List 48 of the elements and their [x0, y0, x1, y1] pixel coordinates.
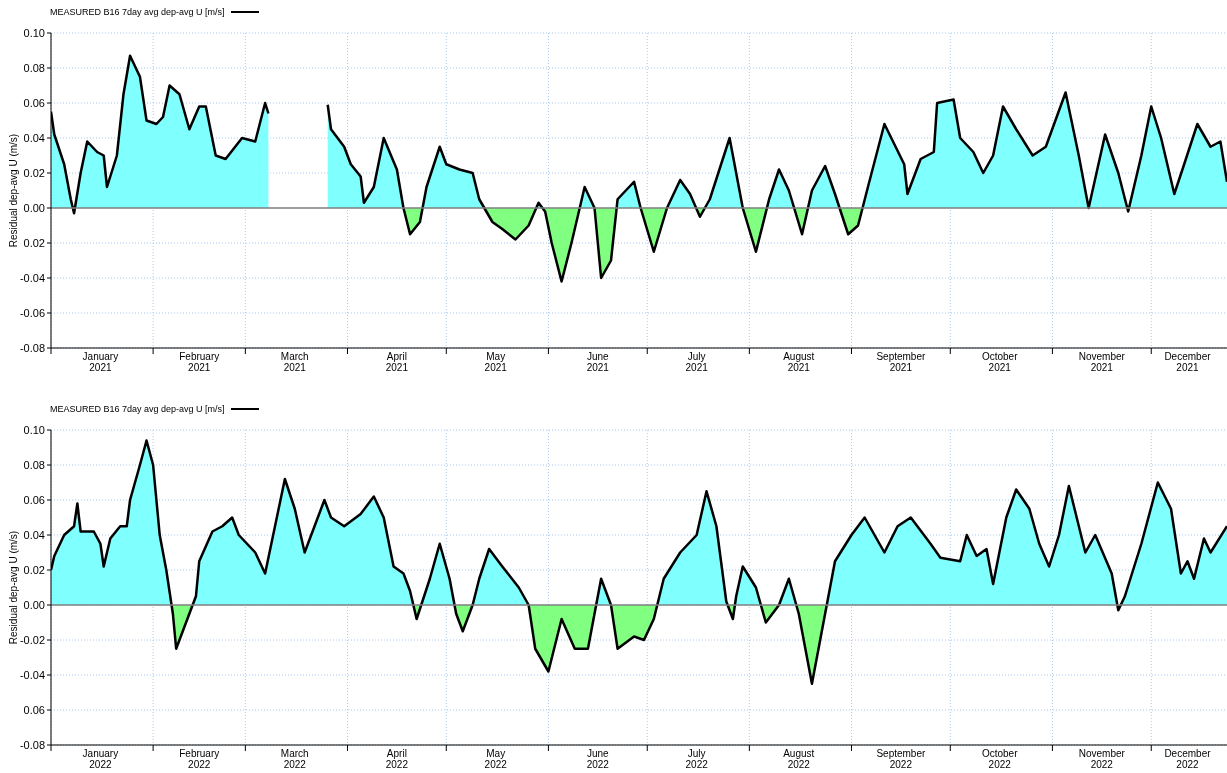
y-tick-label: 0.02 — [23, 563, 45, 576]
y-tick-label: 0.06 — [23, 703, 45, 716]
x-tick-label: April 2021 — [385, 351, 409, 373]
y-tick-label: 0.10 — [23, 423, 45, 436]
y-tick-label: -0.04 — [19, 271, 45, 284]
y-tick-label: 0.06 — [23, 96, 45, 109]
x-tick-label: September 2022 — [876, 748, 927, 770]
x-tick-label: October 2021 — [981, 351, 1019, 373]
y-tick-label: -0.04 — [19, 668, 45, 681]
y-axis-title: Residual dep-avg U (m/s) — [7, 133, 19, 248]
y-tick-label: 0.02 — [23, 236, 45, 249]
y-tick-label: 0.08 — [23, 458, 45, 471]
y-tick-label: 0.00 — [23, 201, 45, 214]
x-tick-label: December 2021 — [1164, 351, 1212, 373]
x-tick-label: May 2022 — [484, 748, 508, 770]
y-tick-label: -0.06 — [19, 306, 45, 319]
x-tick-label: February 2022 — [179, 748, 220, 770]
x-tick-label: March 2021 — [280, 351, 309, 373]
x-tick-label: October 2022 — [981, 748, 1019, 770]
x-tick-label: January 2021 — [82, 351, 119, 373]
x-tick-label: August 2021 — [783, 351, 815, 373]
x-tick-label: March 2022 — [280, 748, 309, 770]
x-tick-label: November 2021 — [1078, 351, 1126, 373]
y-tick-label: -0.08 — [19, 738, 45, 751]
y-tick-label: 0.02 — [23, 166, 45, 179]
x-tick-label: May 2021 — [484, 351, 508, 373]
x-tick-label: February 2021 — [179, 351, 220, 373]
y-tick-label: 0.08 — [23, 61, 45, 74]
y-tick-label: 0.10 — [23, 26, 45, 39]
x-tick-label: June 2022 — [586, 748, 610, 770]
x-tick-label: December 2022 — [1164, 748, 1212, 770]
x-tick-label: January 2022 — [82, 748, 119, 770]
x-tick-label: September 2021 — [876, 351, 927, 373]
y-tick-label: -0.08 — [19, 341, 45, 354]
x-tick-label: July 2022 — [685, 748, 709, 770]
legend-label: MEASURED B16 7day avg dep-avg U [m/s] — [50, 404, 225, 414]
y-tick-label: 0.04 — [23, 528, 45, 541]
legend-label: MEASURED B16 7day avg dep-avg U [m/s] — [50, 7, 225, 17]
y-tick-label: -0.02 — [19, 633, 45, 646]
y-tick-label: 0.06 — [23, 493, 45, 506]
x-tick-label: August 2022 — [783, 748, 815, 770]
y-axis-title: Residual dep-avg U (m/s) — [7, 530, 19, 645]
y-tick-label: 0.00 — [23, 598, 45, 611]
x-tick-label: July 2021 — [685, 351, 709, 373]
y-tick-label: 0.04 — [23, 131, 45, 144]
x-tick-label: April 2022 — [385, 748, 409, 770]
x-tick-label: June 2021 — [586, 351, 610, 373]
x-tick-label: November 2022 — [1078, 748, 1126, 770]
